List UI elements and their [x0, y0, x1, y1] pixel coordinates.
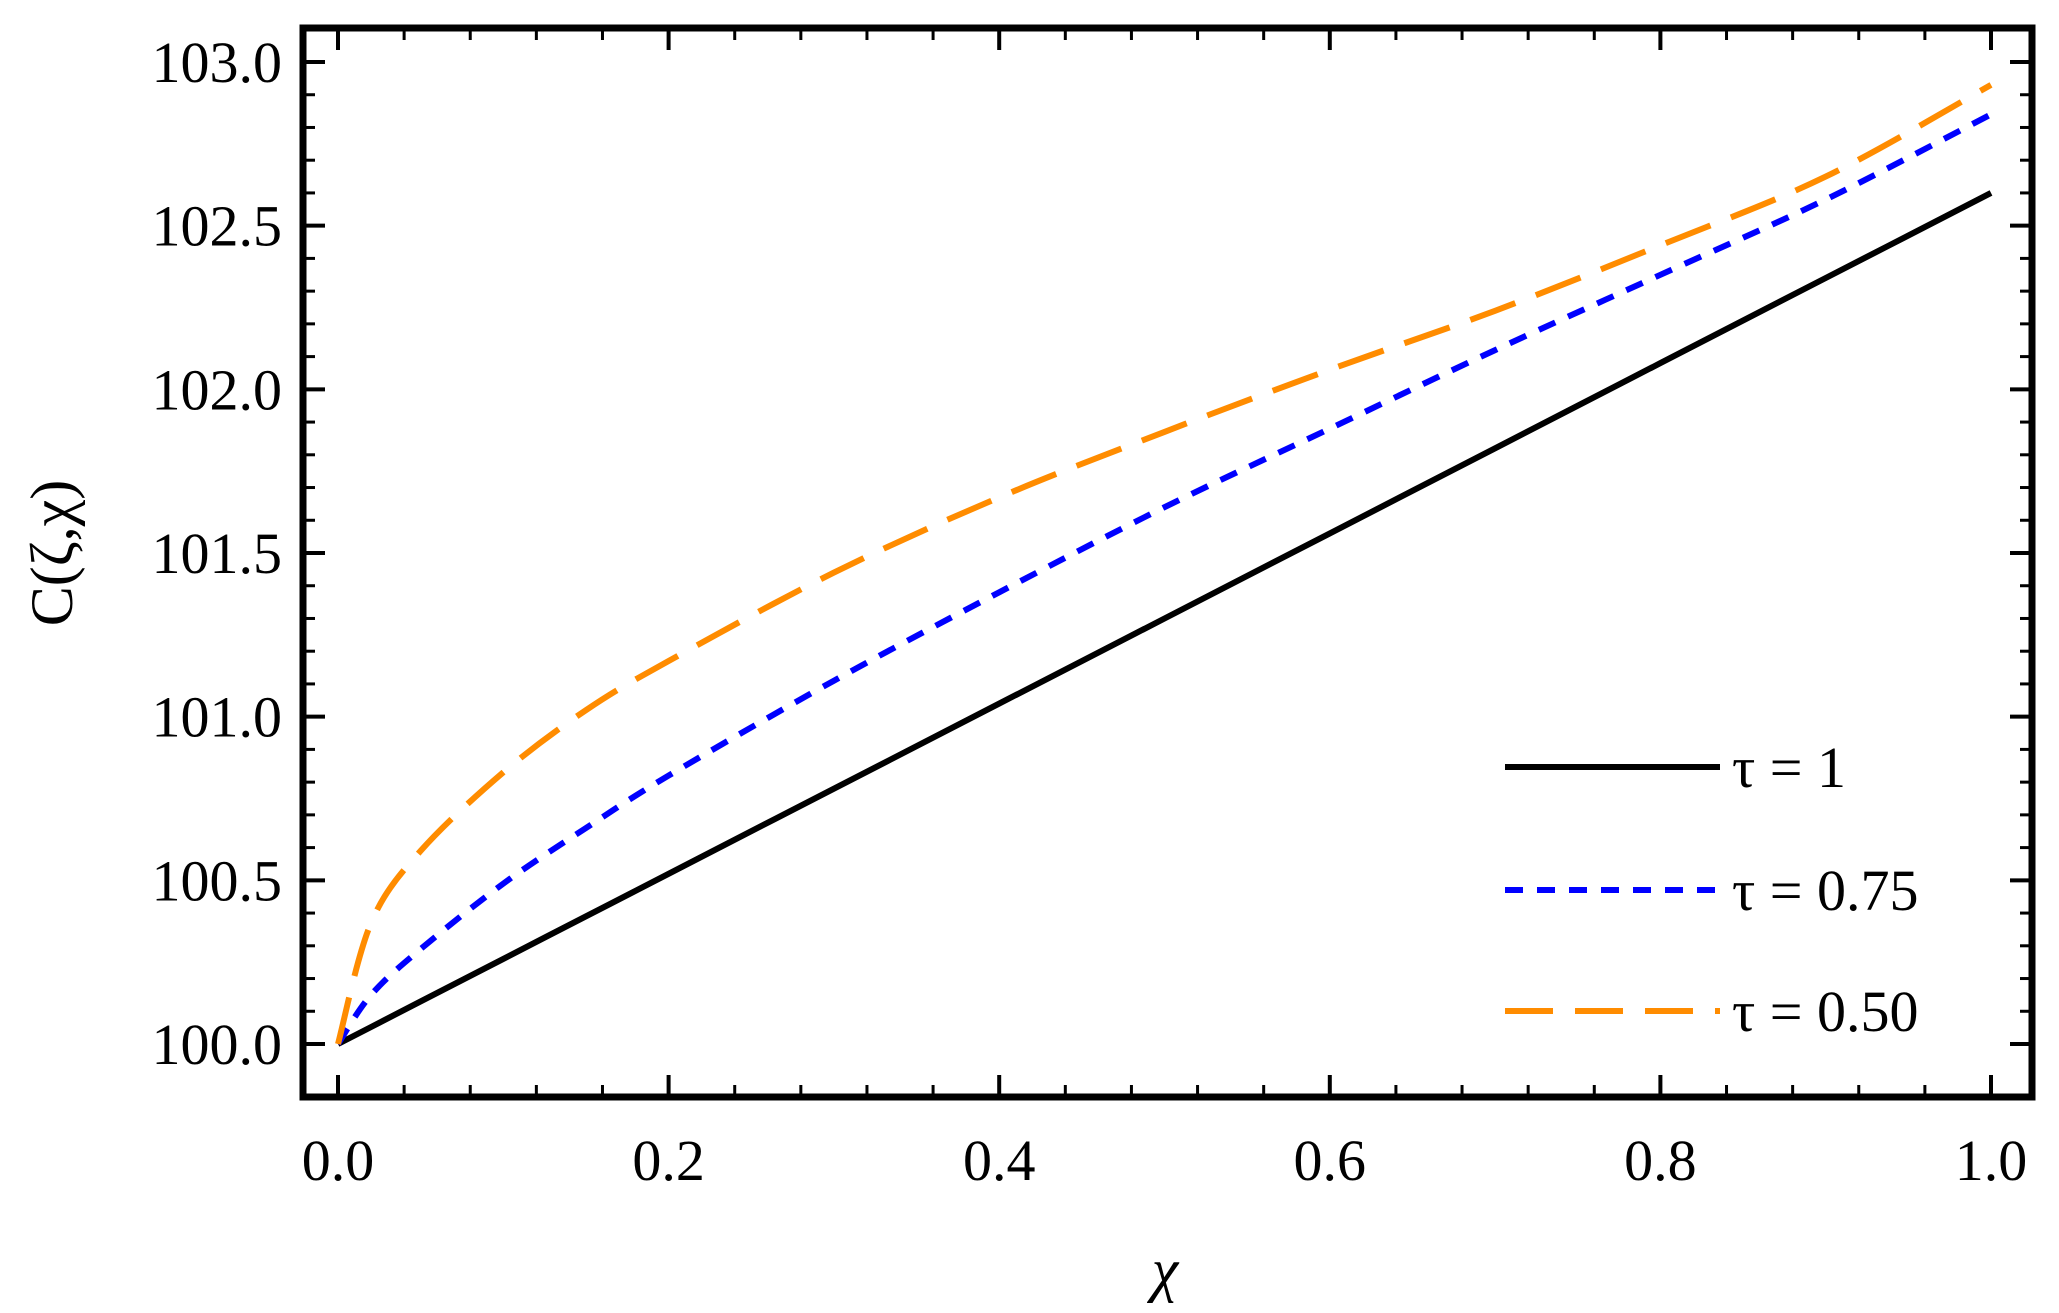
- x-tick-label: 0.6: [1294, 1128, 1367, 1193]
- y-tick-label: 100.5: [152, 848, 283, 913]
- x-tick-label: 0.0: [302, 1128, 375, 1193]
- x-tick-label: 1.0: [1955, 1128, 2028, 1193]
- legend-label-2: τ = 0.50: [1732, 979, 1919, 1044]
- plot-frame: [299, 24, 2036, 1101]
- series-line-1: [335, 111, 1993, 1046]
- y-tick-label: 100.0: [152, 1012, 283, 1077]
- y-tick-label: 101.5: [152, 521, 283, 586]
- x-tick-label: 0.4: [963, 1128, 1036, 1193]
- series-layer: [335, 82, 1993, 1047]
- y-tick-label: 103.0: [152, 30, 283, 95]
- x-tick-label: 0.8: [1624, 1128, 1697, 1193]
- x-tick-label: 0.2: [632, 1128, 705, 1193]
- ticks-layer: [303, 28, 2032, 1097]
- tick-labels-layer: 0.0 0.2 0.4 0.6 0.8 1.0 100.0 100.5 101.0 101.5 10…: [152, 30, 2028, 1193]
- y-tick-label: 101.0: [152, 685, 283, 750]
- series-line-0: [336, 190, 1993, 1047]
- legend: τ = 1 τ = 0.75 τ = 0.50: [1505, 735, 1919, 1044]
- y-tick-label: 102.0: [152, 357, 283, 422]
- legend-label-1: τ = 0.75: [1732, 858, 1919, 923]
- legend-label-0: τ = 1: [1732, 735, 1846, 800]
- y-axis-title: C(ζ,χ): [19, 480, 85, 626]
- y-tick-label: 102.5: [152, 194, 283, 259]
- x-axis-title: χ: [1147, 1237, 1180, 1303]
